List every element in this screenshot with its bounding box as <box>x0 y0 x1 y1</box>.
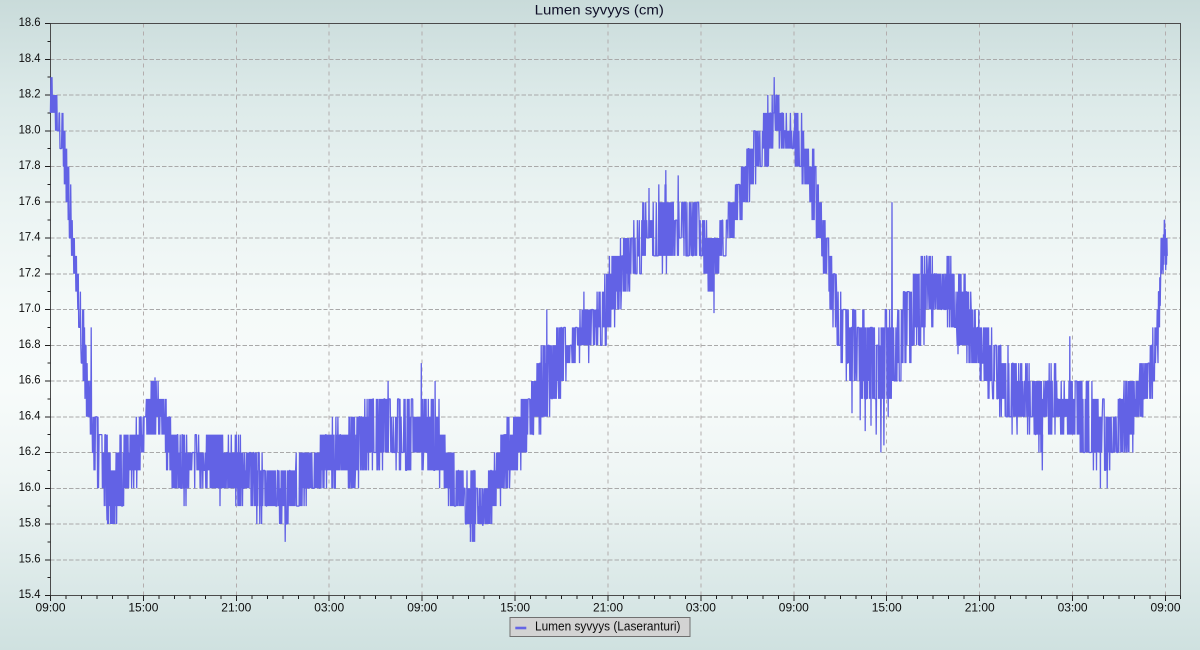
svg-text:21:00: 21:00 <box>221 601 251 615</box>
svg-text:21:00: 21:00 <box>965 601 995 615</box>
svg-text:09:00: 09:00 <box>407 601 437 615</box>
svg-text:15.4: 15.4 <box>19 587 41 601</box>
svg-text:09:00: 09:00 <box>1151 601 1181 615</box>
svg-text:03:00: 03:00 <box>314 601 344 615</box>
svg-text:15:00: 15:00 <box>872 601 902 615</box>
svg-text:18.0: 18.0 <box>19 123 41 137</box>
svg-text:03:00: 03:00 <box>1058 601 1088 615</box>
svg-text:16.6: 16.6 <box>19 373 41 387</box>
svg-text:18.2: 18.2 <box>19 87 41 101</box>
svg-text:16.0: 16.0 <box>19 480 41 494</box>
svg-text:15:00: 15:00 <box>500 601 530 615</box>
svg-text:16.2: 16.2 <box>19 444 41 458</box>
svg-text:17.4: 17.4 <box>19 230 41 244</box>
svg-text:18.4: 18.4 <box>19 51 41 65</box>
svg-text:09:00: 09:00 <box>36 601 66 615</box>
svg-text:Lumen syvyys (Laseranturi): Lumen syvyys (Laseranturi) <box>535 619 681 634</box>
svg-text:16.4: 16.4 <box>19 409 41 423</box>
svg-text:03:00: 03:00 <box>686 601 716 615</box>
svg-text:17.6: 17.6 <box>19 194 41 208</box>
svg-text:17.0: 17.0 <box>19 301 41 315</box>
svg-text:Lumen syvyys (cm): Lumen syvyys (cm) <box>535 2 664 18</box>
svg-text:17.2: 17.2 <box>19 266 41 280</box>
svg-text:17.8: 17.8 <box>19 158 41 172</box>
svg-text:15.6: 15.6 <box>19 552 41 566</box>
svg-text:21:00: 21:00 <box>593 601 623 615</box>
svg-text:16.8: 16.8 <box>19 337 41 351</box>
svg-text:15:00: 15:00 <box>128 601 158 615</box>
svg-text:15.8: 15.8 <box>19 516 41 530</box>
svg-text:18.6: 18.6 <box>19 15 41 29</box>
svg-text:09:00: 09:00 <box>779 601 809 615</box>
